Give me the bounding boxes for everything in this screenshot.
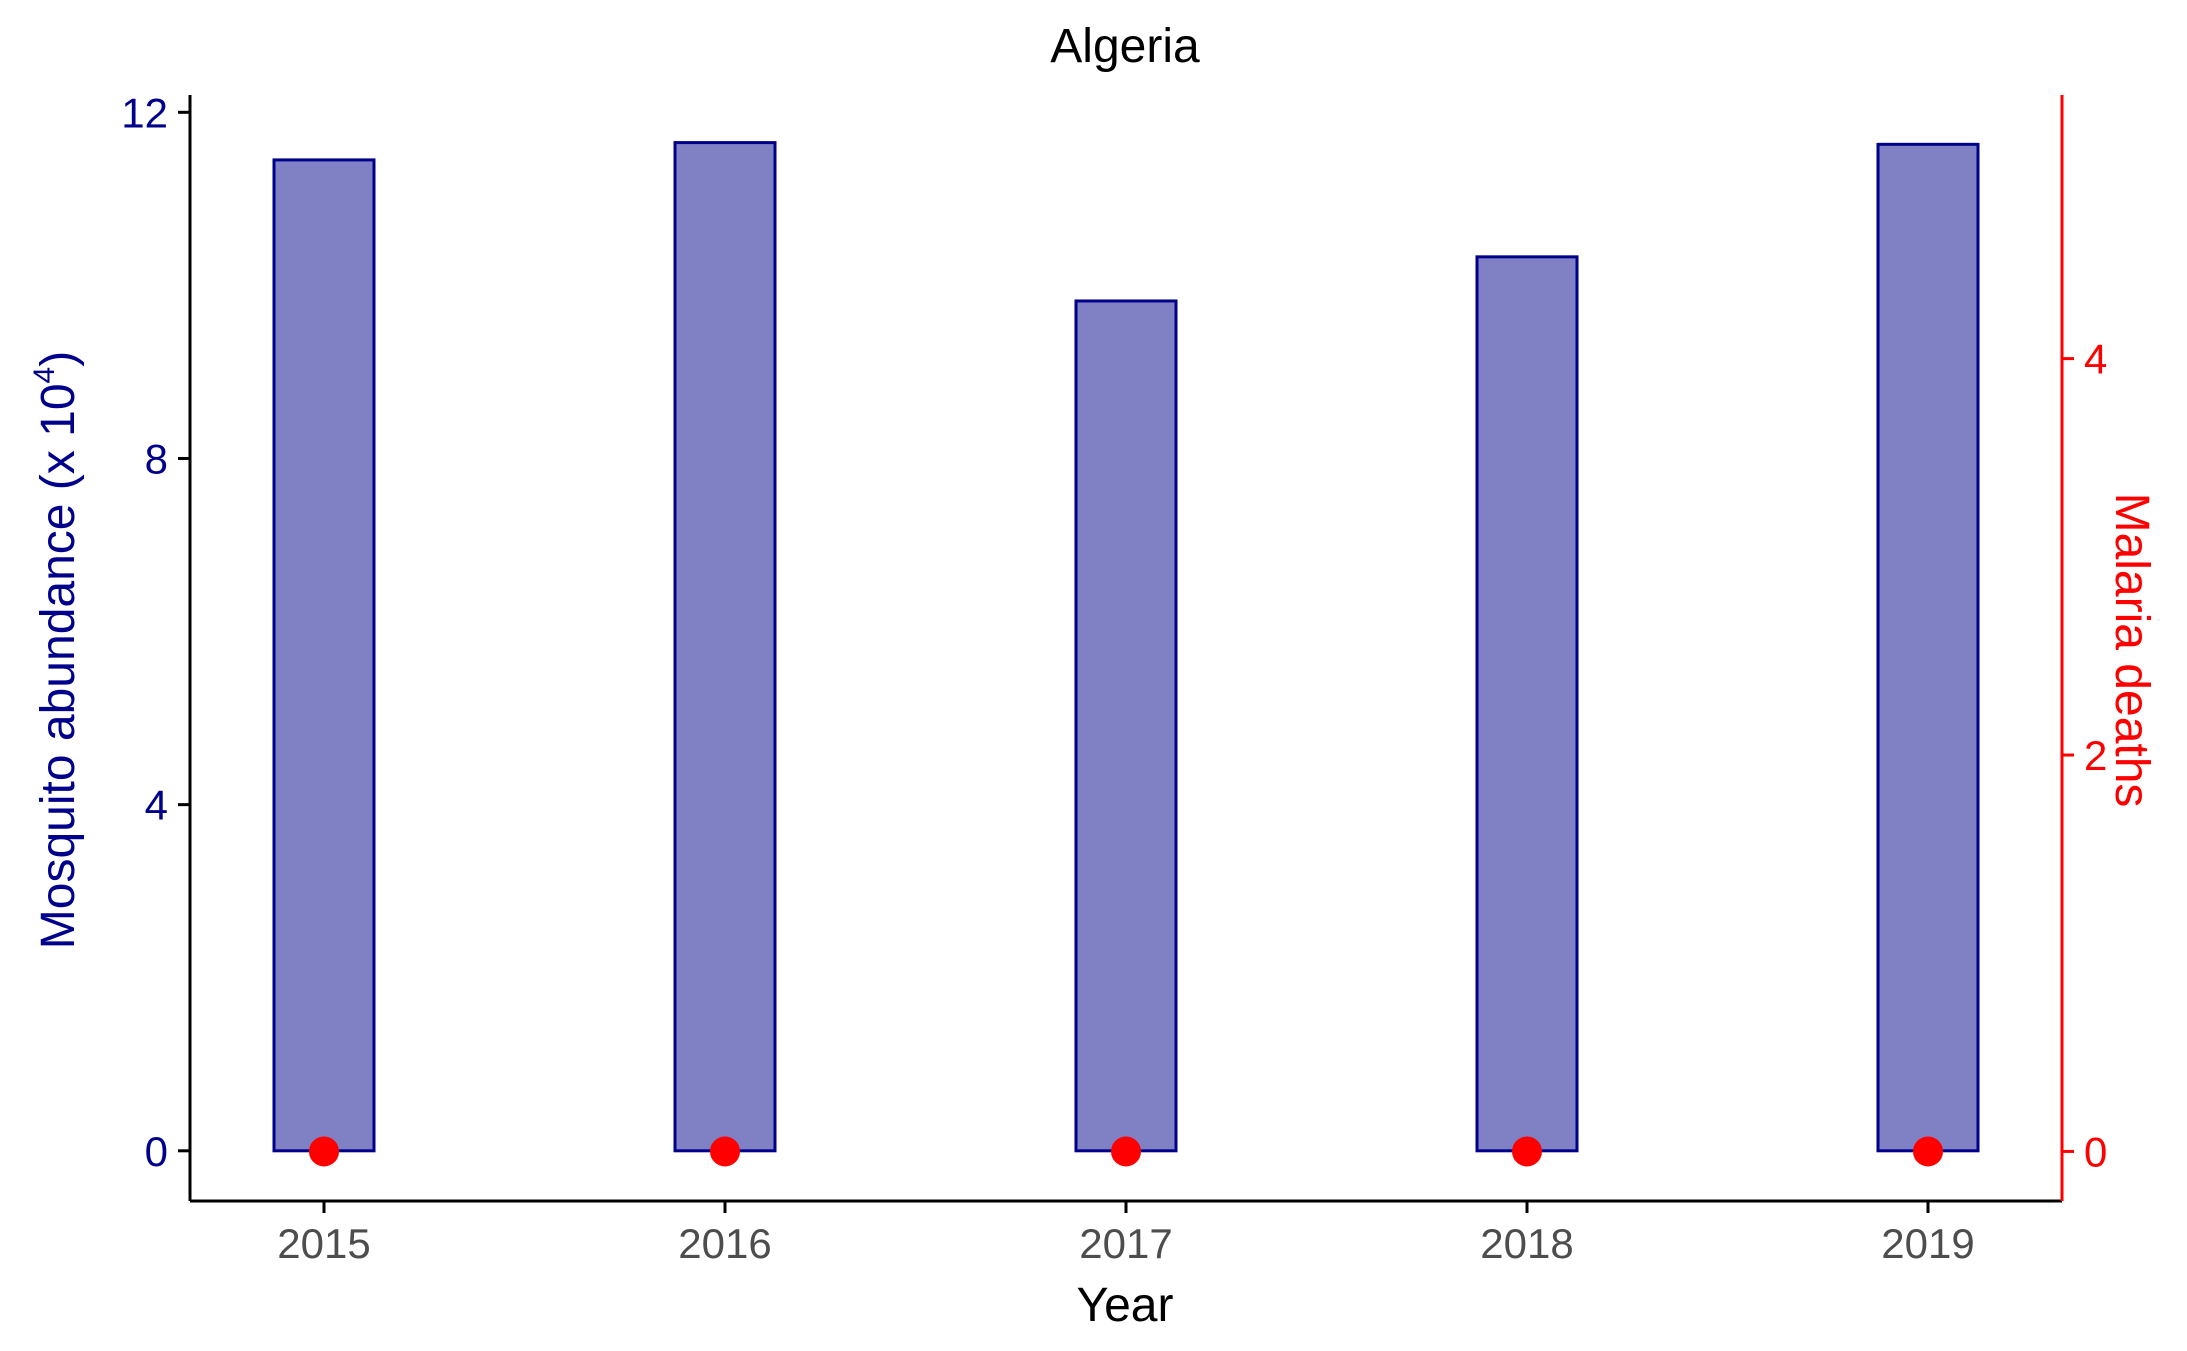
y-axis-label-left-exponent: 4 [28,367,61,384]
point-2015 [309,1136,339,1167]
y-left-tick-label: 0 [145,1128,168,1175]
x-tick-label: 2017 [1079,1220,1172,1267]
bar-2017 [1074,299,1178,1153]
y-axis-label-left: Mosquito abundance (x 104) [28,351,85,949]
point-2019 [1913,1136,1943,1167]
x-tick-label: 2016 [678,1220,771,1267]
bar-2016 [673,141,777,1153]
y-right-tick-label: 4 [2084,336,2107,383]
y-axis-label-left-suffix: ) [32,351,85,367]
chart-title: Algeria [1050,20,1200,73]
point-2016 [710,1136,740,1167]
y-right-tick-label: 0 [2084,1128,2107,1175]
point-2017 [1111,1136,1141,1167]
bar-2019 [1876,142,1980,1153]
y-left-tick-label: 8 [145,435,168,482]
point-2018 [1512,1136,1542,1167]
points [309,1136,1943,1167]
ticks-x: 2015 2016 2017 2018 2019 [277,1201,1975,1267]
ticks-left: 0 4 8 12 [121,89,190,1175]
y-left-tick-label: 4 [145,782,168,829]
y-left-tick-label: 12 [121,89,168,136]
bar-2015 [272,158,376,1153]
y-right-tick-label: 2 [2084,732,2107,779]
x-axis-label: Year [1077,1279,1174,1332]
x-tick-label: 2015 [277,1220,370,1267]
bar-2018 [1475,255,1579,1153]
y-axis-label-right: Malaria deaths [2105,493,2158,808]
bars [272,141,1980,1153]
ticks-right: 0 2 4 [2062,336,2107,1175]
y-axis-label-left-prefix: Mosquito abundance (x 10 [32,383,85,949]
x-tick-label: 2018 [1480,1220,1573,1267]
x-tick-label: 2019 [1881,1220,1974,1267]
